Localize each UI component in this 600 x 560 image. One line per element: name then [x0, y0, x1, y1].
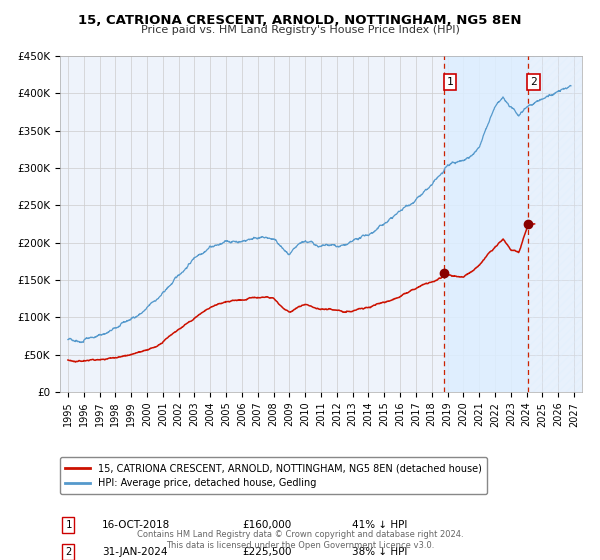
Legend: 15, CATRIONA CRESCENT, ARNOLD, NOTTINGHAM, NG5 8EN (detached house), HPI: Averag: 15, CATRIONA CRESCENT, ARNOLD, NOTTINGHA…	[59, 458, 487, 494]
Bar	[444, 56, 528, 392]
Text: 31-JAN-2024: 31-JAN-2024	[102, 547, 167, 557]
Text: This data is licensed under the Open Government Licence v3.0.: This data is licensed under the Open Gov…	[166, 541, 434, 550]
Text: Price paid vs. HM Land Registry's House Price Index (HPI): Price paid vs. HM Land Registry's House …	[140, 25, 460, 35]
Text: 2: 2	[530, 77, 537, 87]
Text: 15, CATRIONA CRESCENT, ARNOLD, NOTTINGHAM, NG5 8EN: 15, CATRIONA CRESCENT, ARNOLD, NOTTINGHA…	[78, 14, 522, 27]
Text: 41% ↓ HPI: 41% ↓ HPI	[352, 520, 407, 530]
Text: 16-OCT-2018: 16-OCT-2018	[102, 520, 170, 530]
Text: £225,500: £225,500	[242, 547, 292, 557]
Text: 1: 1	[446, 77, 454, 87]
Bar	[528, 56, 582, 392]
Text: 2: 2	[65, 547, 71, 557]
Text: Contains HM Land Registry data © Crown copyright and database right 2024.: Contains HM Land Registry data © Crown c…	[137, 530, 463, 539]
Text: 1: 1	[65, 520, 71, 530]
Text: 38% ↓ HPI: 38% ↓ HPI	[352, 547, 407, 557]
Text: £160,000: £160,000	[242, 520, 292, 530]
